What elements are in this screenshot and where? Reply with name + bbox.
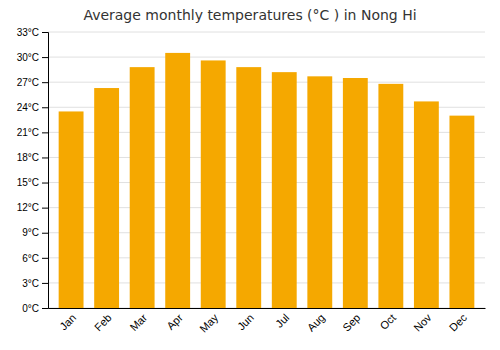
tick: Oct [377, 308, 398, 332]
tick: 0°C [22, 303, 48, 314]
tick: Aug [305, 308, 327, 334]
tick-label: Sep [340, 311, 362, 333]
tick: Nov [411, 308, 434, 334]
bar [59, 111, 84, 308]
tick-label: 24°C [17, 102, 39, 113]
tick-label: 9°C [22, 227, 39, 238]
bar [236, 67, 261, 308]
bar [414, 101, 439, 308]
bar [449, 116, 474, 308]
tick: Jan [57, 308, 78, 332]
tick: Dec [447, 308, 470, 334]
tick-label: 3°C [22, 278, 39, 289]
tick-label: 33°C [17, 27, 39, 38]
tick: Jul [273, 308, 291, 330]
grid-line [48, 82, 485, 83]
tick-label: May [197, 311, 221, 335]
tick-line [42, 32, 48, 33]
tick-line [42, 57, 48, 58]
plot: Jan Feb Mar Apr May Jun Jul Aug Sep Oct Nov Dec 0°C 3… [17, 27, 486, 335]
tick-label: Jan [57, 311, 78, 332]
tick-label: 6°C [22, 253, 39, 264]
tick-line [42, 82, 48, 83]
axis-line [42, 33, 49, 309]
bar [272, 72, 297, 308]
tick: Jun [235, 308, 256, 332]
tick-label: Apr [164, 311, 185, 332]
bar [307, 76, 332, 308]
bar [343, 78, 368, 308]
bar [165, 53, 190, 308]
title: Average monthly temperatures (°C ) in No… [83, 7, 416, 23]
grid-line [48, 32, 485, 33]
tick-label: Dec [447, 311, 470, 334]
tick: Apr [164, 308, 185, 332]
tick-line [42, 132, 48, 133]
tick: 9°C [22, 227, 48, 238]
bars [59, 53, 475, 308]
grid-line [48, 57, 485, 58]
tick-line [42, 157, 48, 158]
tick-label: 0°C [22, 303, 39, 314]
y-axis: 0°C 3°C 6°C 9°C 12°C 15°C 18°C 21°C 24°C 27°C 30°C… [17, 27, 49, 314]
tick: 12°C [17, 202, 48, 213]
tick-label: 21°C [17, 127, 39, 138]
tick: 21°C [17, 127, 48, 138]
bar [378, 84, 403, 308]
tick-line [42, 107, 48, 108]
tick-line [42, 208, 48, 209]
tick-label: Feb [92, 311, 114, 333]
tick: 27°C [17, 77, 48, 88]
tick-label: 15°C [17, 177, 39, 188]
grid [48, 32, 485, 308]
bar [130, 67, 155, 308]
tick: 33°C [17, 27, 48, 38]
tick: 6°C [22, 253, 48, 264]
tick-label: Jun [235, 311, 256, 332]
tick: 18°C [17, 152, 48, 163]
tick: 24°C [17, 102, 48, 113]
tick-line [42, 258, 48, 259]
tick-label: Aug [305, 311, 327, 333]
bar [201, 60, 226, 308]
tick: May [197, 308, 221, 335]
tick-label: 30°C [17, 52, 39, 63]
tick-label: Nov [411, 311, 434, 334]
tick-line [42, 308, 48, 309]
tick-line [42, 183, 48, 184]
tick-label: 27°C [17, 77, 39, 88]
tick: 30°C [17, 52, 48, 63]
tick-line [42, 283, 48, 284]
tick: Mar [127, 308, 149, 333]
tick: Feb [92, 308, 114, 333]
axis-line [49, 308, 486, 309]
tick-label: 12°C [17, 202, 39, 213]
tick-label: Oct [377, 311, 398, 332]
tick-label: Mar [127, 311, 149, 333]
tick: 3°C [22, 278, 48, 289]
tick-label: Jul [273, 311, 291, 329]
tick: 15°C [17, 177, 48, 188]
tick-line [42, 233, 48, 234]
bar [94, 88, 119, 308]
tick-label: 18°C [17, 152, 39, 163]
chart: Average monthly temperatures (°C ) in No… [0, 0, 500, 350]
tick: Sep [340, 308, 362, 334]
x-axis: Jan Feb Mar Apr May Jun Jul Aug Sep Oct Nov Dec [49, 308, 486, 335]
